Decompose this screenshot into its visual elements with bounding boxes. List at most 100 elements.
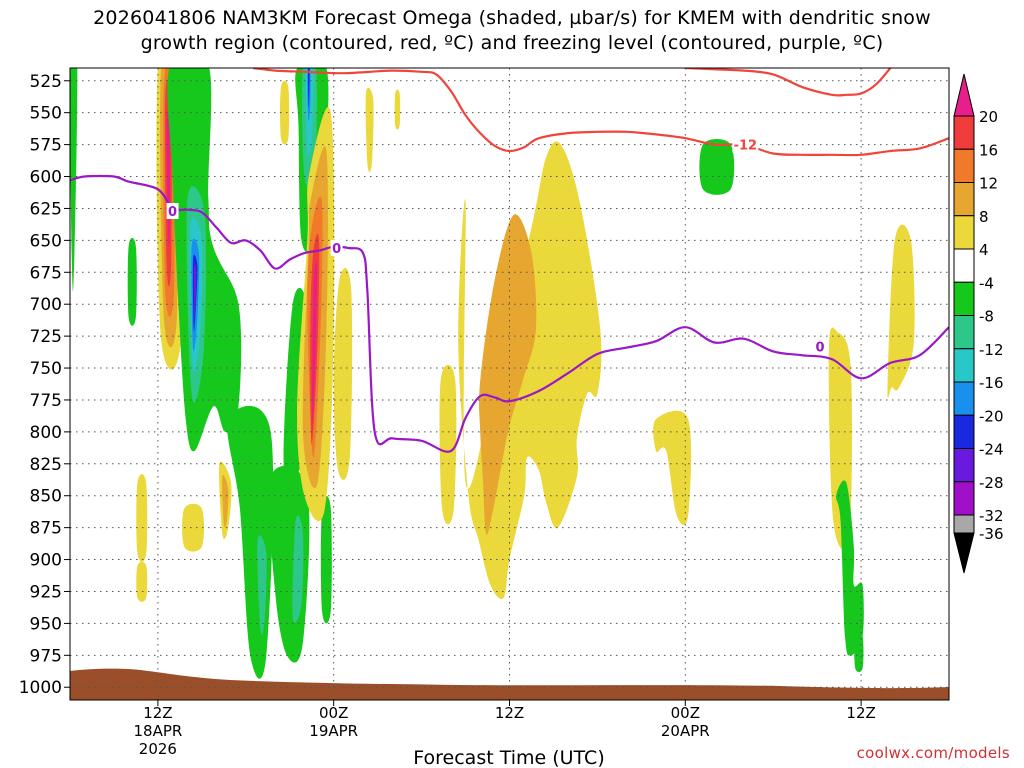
colorbar-label: -20 [979, 407, 1004, 425]
x-tick-date: 20APR [661, 722, 710, 740]
omega-region [836, 480, 864, 656]
ground-terrain [70, 668, 949, 700]
omega-region [439, 364, 457, 525]
colorbar-bin [953, 248, 975, 283]
dgz-contour-label: -12 [734, 139, 758, 154]
dgz-contour-line [685, 68, 892, 97]
y-tick-label: 600 [30, 168, 62, 188]
x-tick-year: 2026 [139, 740, 177, 758]
colorbar-label: 8 [979, 208, 989, 226]
y-tick-label: 675 [30, 263, 62, 283]
omega-region [458, 141, 602, 600]
omega-region [699, 139, 735, 195]
colorbar-label: -8 [979, 308, 994, 326]
x-tick-label: 00Z [671, 704, 700, 722]
y-tick-label: 700 [30, 295, 62, 315]
freezing-level-contour: 0 0 0 [70, 174, 949, 453]
freezing-contour-label: 0 [816, 340, 825, 355]
omega-region [222, 474, 229, 528]
colorbar-top-arrow [953, 73, 975, 117]
dgz-contour-line [252, 68, 949, 157]
freezing-label-bg [814, 338, 827, 355]
title-line-2: growth region (contoured, red, ºC) and f… [140, 32, 884, 54]
y-axis: 525 550 575 600 625 650 675 700 725 750 775 800 825 8… [19, 72, 70, 698]
y-tick-label: 950 [30, 614, 62, 634]
colorbar-label: -4 [979, 274, 994, 292]
omega-region [280, 80, 290, 145]
gridlines [70, 68, 949, 700]
y-tick-label: 525 [30, 72, 62, 92]
omega-region [887, 224, 915, 399]
x-tick-date: 19APR [309, 722, 358, 740]
x-axis-label: Forecast Time (UTC) [413, 747, 604, 768]
omega-region [312, 260, 317, 426]
y-tick-label: 750 [30, 359, 62, 379]
omega-region [182, 503, 205, 552]
omega-region [127, 237, 137, 326]
colorbar-label: -16 [979, 374, 1004, 392]
omega-region [653, 410, 692, 525]
omega-region [193, 264, 197, 321]
colorbar-bin [953, 448, 975, 483]
x-tick-label: 12Z [495, 704, 524, 722]
omega-region [365, 87, 374, 173]
title-line-1: 2026041806 NAM3KM Forecast Omega (shaded… [93, 7, 931, 29]
colorbar-bin [953, 481, 975, 516]
freezing-contour-label: 0 [168, 205, 177, 220]
colorbar-bin [953, 182, 975, 217]
chart-title: 2026041806 NAM3KM Forecast Omega (shaded… [0, 6, 1024, 56]
y-tick-label: 1000 [19, 678, 62, 698]
colorbar-bin [953, 148, 975, 183]
y-tick-label: 900 [30, 551, 62, 571]
x-tick-label: 00Z [319, 704, 348, 722]
colorbar-bin [953, 281, 975, 316]
colorbar-bin [953, 215, 975, 250]
colorbar-label: 4 [979, 241, 989, 259]
colorbar-bin [953, 115, 975, 150]
colorbar-bin [953, 514, 975, 534]
colorbar-bin [953, 348, 975, 383]
y-tick-label: 825 [30, 455, 62, 475]
omega-region [308, 68, 310, 108]
omega-region [136, 474, 148, 562]
omega-region [257, 535, 267, 636]
y-tick-label: 925 [30, 582, 62, 602]
colorbar-label: 12 [979, 175, 998, 193]
y-tick-label: 975 [30, 646, 62, 666]
y-tick-label: 800 [30, 423, 62, 443]
colorbar-label: -28 [979, 474, 1004, 492]
y-tick-label: 650 [30, 231, 62, 251]
dendritic-growth-contours: -12 [252, 68, 949, 157]
omega-region [479, 214, 537, 535]
y-tick-label: 550 [30, 104, 62, 124]
freezing-label-bg [330, 240, 343, 257]
omega-shading [70, 68, 915, 679]
colorbar-bin [953, 381, 975, 416]
colorbar-label: -24 [979, 441, 1004, 459]
x-tick-label: 12Z [143, 704, 172, 722]
colorbar-bottom-arrow [953, 532, 975, 574]
colorbar-bin [953, 414, 975, 449]
y-tick-label: 575 [30, 136, 62, 156]
x-tick-label: 12Z [846, 704, 875, 722]
y-tick-label: 625 [30, 199, 62, 219]
colorbar-label: -12 [979, 341, 1004, 359]
omega-region [292, 515, 304, 623]
plot-frame [69, 67, 950, 701]
ground-band [70, 668, 949, 700]
site-credit: coolwx.com/models [856, 744, 1010, 762]
x-tick-date: 18APR [133, 722, 182, 740]
freezing-contour-line [70, 174, 949, 453]
dgz-label-bg [732, 136, 759, 153]
colorbar-label: -36 [979, 525, 1004, 543]
omega-region [70, 68, 78, 292]
freezing-label-bg [166, 202, 179, 219]
y-tick-label: 775 [30, 391, 62, 411]
omega-region [333, 268, 353, 480]
omega-region [136, 561, 148, 602]
freezing-contour-label: 0 [332, 242, 341, 257]
y-tick-label: 875 [30, 519, 62, 539]
colorbar-label: 20 [979, 108, 998, 126]
